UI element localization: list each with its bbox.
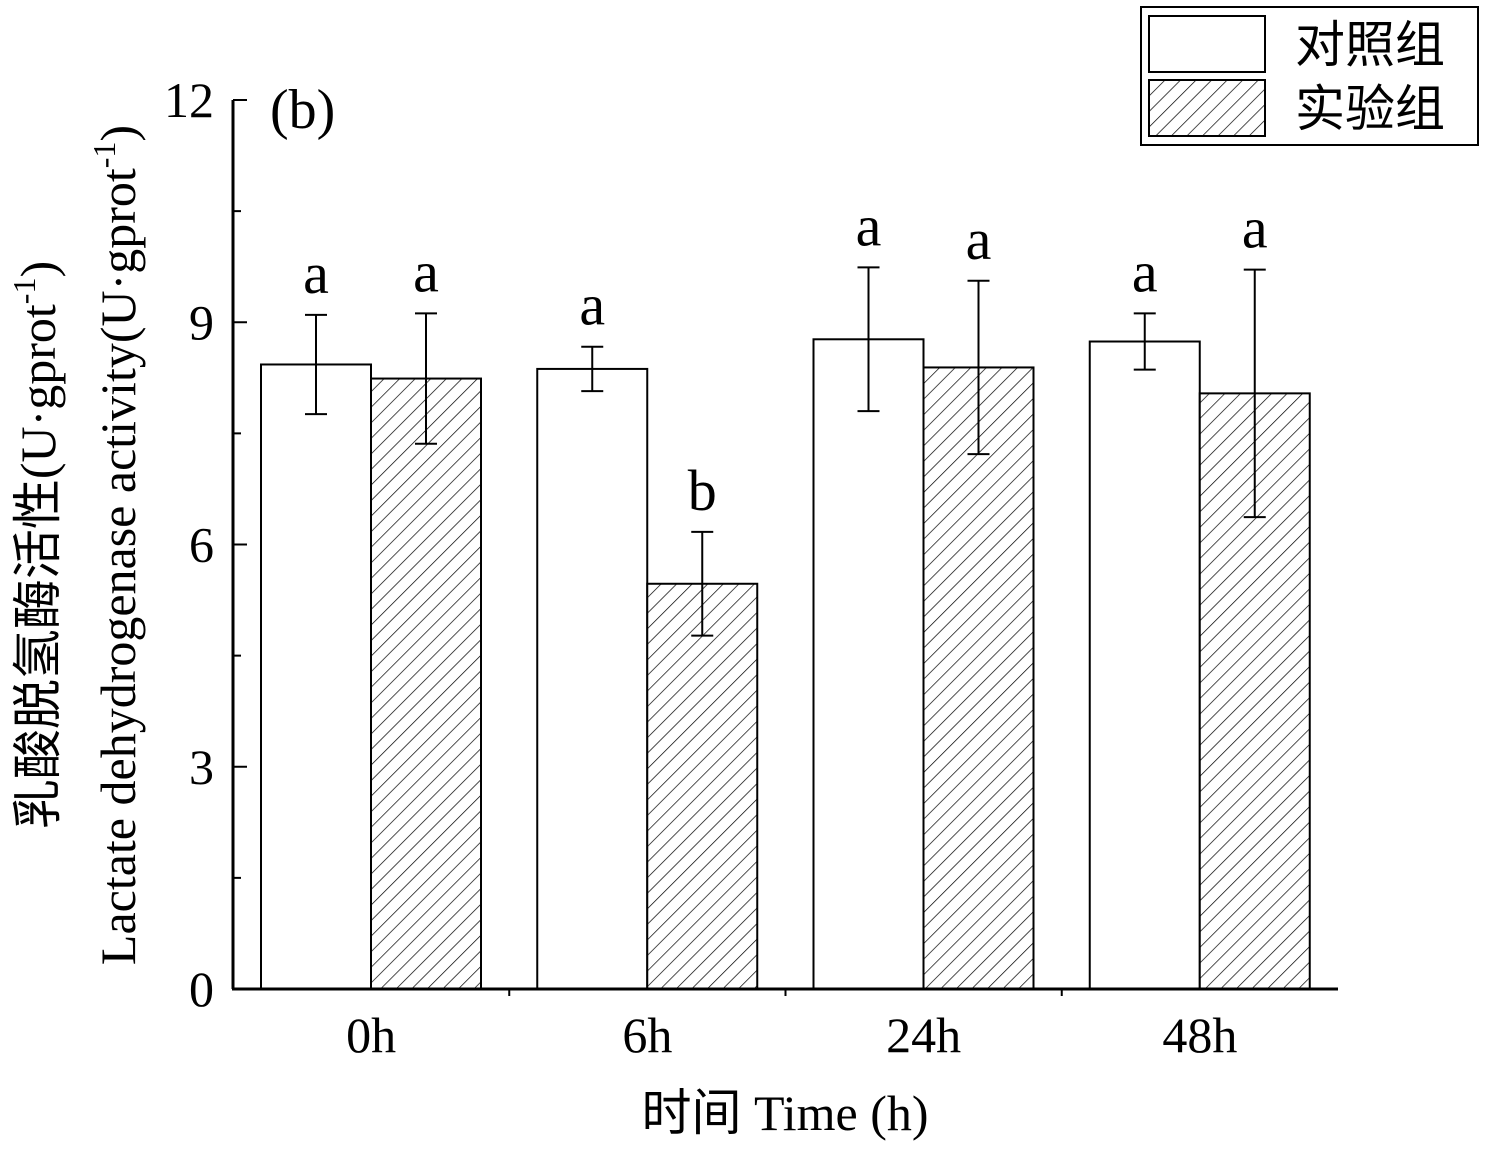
legend-label-experiment: 实验组 — [1295, 81, 1445, 137]
y-axis-unit-exp: -1 — [6, 278, 42, 305]
x-ticks: 0h 6h 24h 48h — [346, 989, 1237, 1063]
significance-letters: a a a b a a a a — [303, 193, 1268, 522]
y-axis-label-en: Lactate dehydrogenase activity — [90, 343, 146, 965]
x-tick-label: 24h — [886, 1007, 961, 1063]
y-axis-label-en-group: Lactate dehydrogenase activity(U·gprot-1… — [86, 125, 146, 965]
bar-experiment-6h — [646, 582, 759, 990]
bar-control-0h — [260, 363, 372, 991]
y-tick-label: 3 — [189, 739, 214, 795]
significance-letter: a — [1242, 196, 1268, 261]
y-axis-label-cn: 乳酸脱氢酶活性 — [10, 479, 66, 829]
legend-label-control: 对照组 — [1295, 17, 1445, 73]
significance-letter: a — [413, 239, 439, 304]
legend-swatch-experiment — [1148, 79, 1266, 137]
x-tick-label: 48h — [1162, 1007, 1237, 1063]
y-axis-label-cn-line: 乳酸脱氢酶活性(U·gprot-1) — [6, 261, 66, 829]
y-tick-label: 0 — [189, 961, 214, 1017]
y-axis-label-cn-group: 乳酸脱氢酶活性(U·gprot-1) — [6, 261, 66, 829]
y-tick-label: 12 — [164, 72, 214, 128]
bar-experiment-0h — [370, 377, 482, 990]
y-tick-label: 9 — [189, 294, 214, 350]
y-tick-label: 6 — [189, 517, 214, 573]
bar-control-24h — [812, 338, 925, 990]
bar-control-48h — [1088, 340, 1201, 990]
y-axis-unit-base: (U·gprot — [10, 304, 66, 479]
y-axis-unit-close-en: ) — [90, 125, 146, 142]
y-ticks: 0 3 6 9 12 — [164, 72, 247, 1017]
significance-letter: a — [1132, 239, 1158, 304]
significance-letter: a — [579, 273, 605, 338]
significance-letter: a — [303, 241, 329, 306]
y-axis-label-en-line: Lactate dehydrogenase activity(U·gprot-1… — [86, 125, 146, 965]
significance-letter: b — [688, 458, 717, 523]
bar-control-6h — [536, 367, 649, 990]
y-axis-unit-exp-en: -1 — [86, 142, 122, 169]
x-tick-label: 0h — [346, 1007, 396, 1063]
x-tick-label: 6h — [622, 1007, 672, 1063]
panel-label: (b) — [270, 79, 335, 141]
y-axis-unit-close: ) — [10, 261, 66, 278]
y-axis-unit-base-en: (U·gprot — [90, 168, 146, 343]
significance-letter: a — [856, 193, 882, 258]
legend-swatch-control — [1148, 15, 1266, 73]
bar-experiment-24h — [922, 366, 1035, 990]
error-bars — [305, 266, 1266, 637]
x-axis-label: 时间 Time (h) — [641, 1085, 928, 1141]
legend: 对照组 实验组 — [1140, 6, 1479, 146]
bars — [260, 338, 1311, 991]
significance-letter: a — [966, 207, 992, 272]
